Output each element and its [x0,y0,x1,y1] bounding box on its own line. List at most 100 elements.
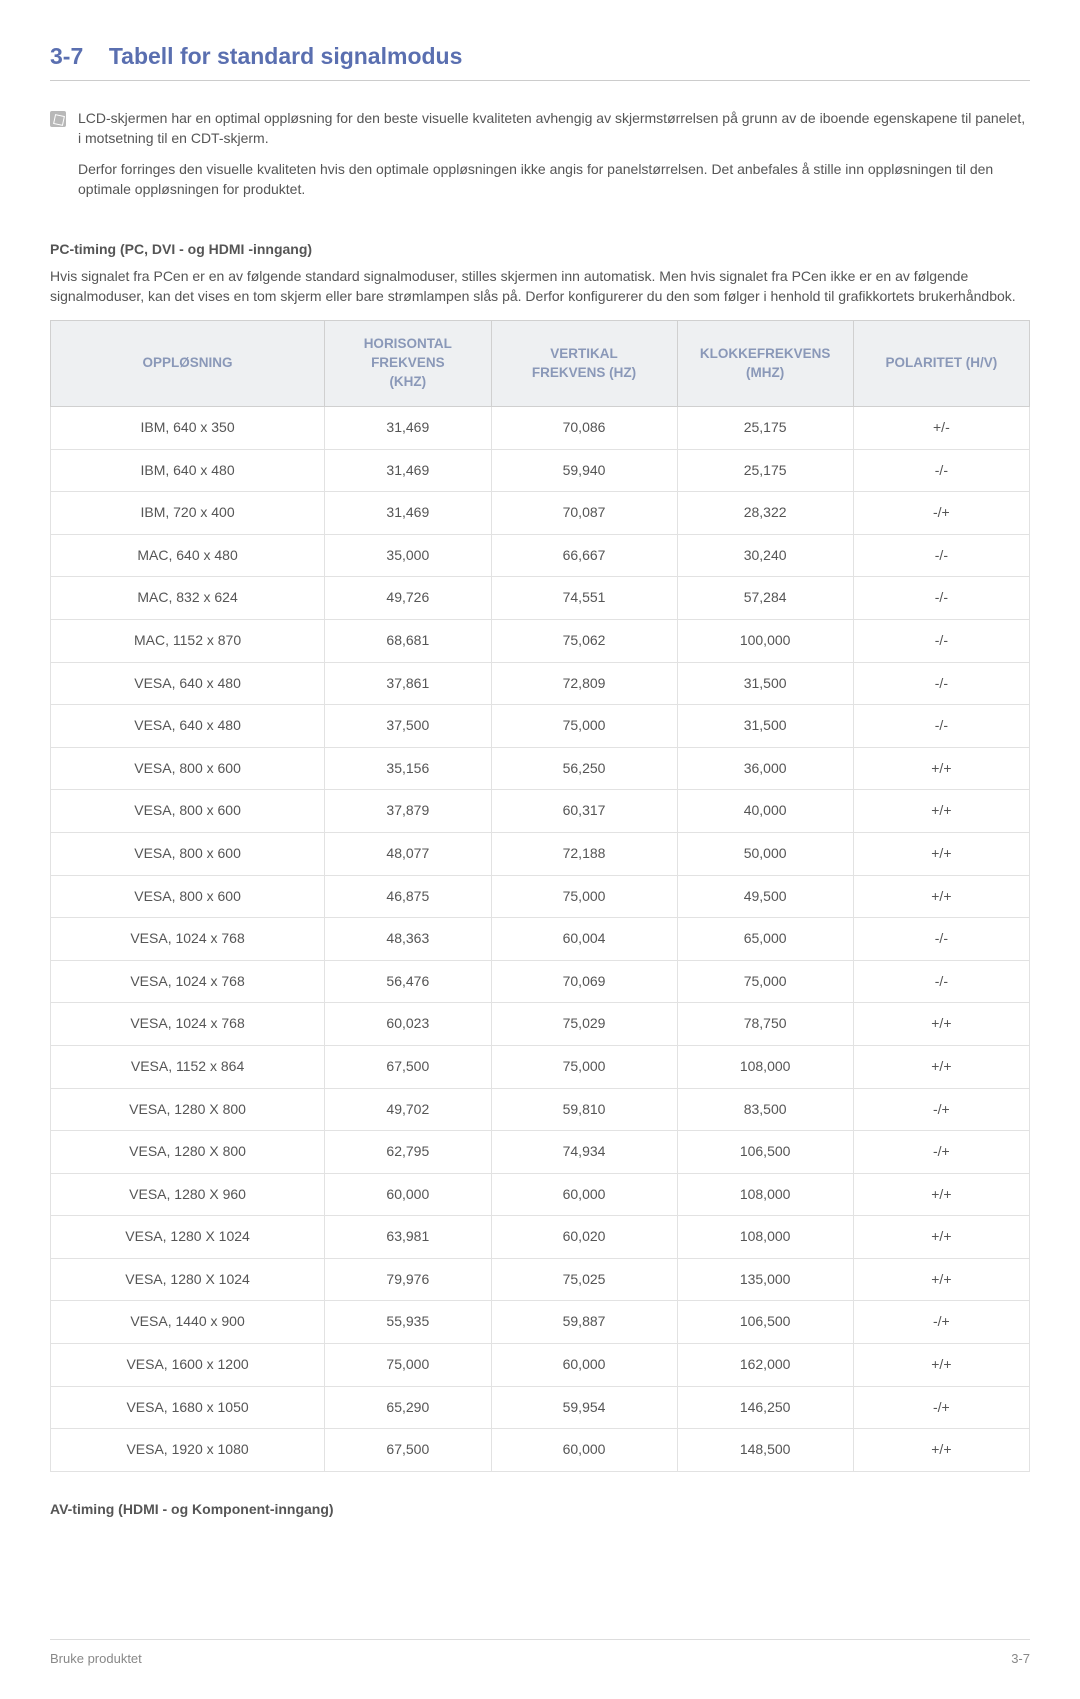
table-cell: 106,500 [677,1301,853,1344]
table-cell: 37,500 [325,705,491,748]
page-footer: Bruke produktet 3-7 [50,1639,1030,1668]
table-cell: +/+ [853,875,1029,918]
table-cell: +/+ [853,1216,1029,1259]
table-cell: -/- [853,662,1029,705]
note-paragraph-2: Derfor forringes den visuelle kvaliteten… [78,160,1030,199]
table-cell: 62,795 [325,1131,491,1174]
table-cell: 108,000 [677,1216,853,1259]
table-cell: VESA, 1280 X 1024 [51,1216,325,1259]
table-cell: +/+ [853,1045,1029,1088]
note-body: LCD-skjermen har en optimal oppløsning f… [78,109,1030,211]
table-cell: 75,000 [325,1344,491,1387]
table-row: VESA, 1440 x 90055,93559,887106,500-/+ [51,1301,1030,1344]
table-cell: 60,000 [491,1429,677,1472]
table-cell: 75,000 [491,875,677,918]
table-cell: 36,000 [677,747,853,790]
table-cell: VESA, 800 x 600 [51,832,325,875]
table-cell: 25,175 [677,449,853,492]
table-cell: VESA, 1024 x 768 [51,918,325,961]
table-cell: 60,023 [325,1003,491,1046]
table-cell: 74,934 [491,1131,677,1174]
pc-timing-subhead: PC-timing (PC, DVI - og HDMI -inngang) [50,240,1030,260]
table-cell: 78,750 [677,1003,853,1046]
table-cell: 75,000 [491,1045,677,1088]
table-cell: VESA, 1280 X 1024 [51,1258,325,1301]
table-cell: 148,500 [677,1429,853,1472]
table-cell: 72,809 [491,662,677,705]
table-cell: 59,810 [491,1088,677,1131]
table-cell: VESA, 1600 x 1200 [51,1344,325,1387]
table-cell: +/+ [853,1344,1029,1387]
table-row: VESA, 1152 x 86467,50075,000108,000+/+ [51,1045,1030,1088]
table-cell: VESA, 1024 x 768 [51,1003,325,1046]
table-cell: -/- [853,619,1029,662]
table-cell: IBM, 640 x 350 [51,407,325,450]
table-cell: -/+ [853,1131,1029,1174]
table-cell: 67,500 [325,1429,491,1472]
table-cell: 59,954 [491,1386,677,1429]
table-cell: VESA, 800 x 600 [51,875,325,918]
table-cell: IBM, 640 x 480 [51,449,325,492]
table-row: VESA, 640 x 48037,50075,00031,500-/- [51,705,1030,748]
table-row: VESA, 1920 x 108067,50060,000148,500+/+ [51,1429,1030,1472]
section-heading: 3-7 Tabell for standard signalmodus [50,40,1030,81]
column-header: OPPLØSNING [51,321,325,407]
table-cell: 55,935 [325,1301,491,1344]
table-cell: -/- [853,960,1029,1003]
table-cell: 59,887 [491,1301,677,1344]
table-cell: 70,087 [491,492,677,535]
table-row: VESA, 800 x 60048,07772,18850,000+/+ [51,832,1030,875]
table-cell: 60,000 [491,1344,677,1387]
table-cell: 31,469 [325,492,491,535]
table-cell: 75,025 [491,1258,677,1301]
table-cell: VESA, 800 x 600 [51,790,325,833]
table-cell: 66,667 [491,534,677,577]
table-cell: 31,500 [677,705,853,748]
table-row: VESA, 1680 x 105065,29059,954146,250-/+ [51,1386,1030,1429]
table-cell: 75,000 [491,705,677,748]
table-cell: IBM, 720 x 400 [51,492,325,535]
table-cell: 49,702 [325,1088,491,1131]
table-cell: -/- [853,577,1029,620]
table-cell: 35,156 [325,747,491,790]
table-cell: MAC, 640 x 480 [51,534,325,577]
table-cell: MAC, 1152 x 870 [51,619,325,662]
note-icon [50,111,66,127]
table-cell: 31,500 [677,662,853,705]
table-body: IBM, 640 x 35031,46970,08625,175+/-IBM, … [51,407,1030,1472]
table-cell: +/+ [853,1258,1029,1301]
table-cell: +/+ [853,1173,1029,1216]
av-timing-subhead: AV-timing (HDMI - og Komponent-inngang) [50,1500,1030,1520]
table-cell: VESA, 1680 x 1050 [51,1386,325,1429]
table-cell: 65,000 [677,918,853,961]
table-cell: VESA, 1280 X 800 [51,1131,325,1174]
table-row: VESA, 1024 x 76860,02375,02978,750+/+ [51,1003,1030,1046]
table-cell: 106,500 [677,1131,853,1174]
table-cell: 25,175 [677,407,853,450]
table-cell: 60,000 [491,1173,677,1216]
table-row: VESA, 1600 x 120075,00060,000162,000+/+ [51,1344,1030,1387]
table-cell: 37,861 [325,662,491,705]
table-cell: 65,290 [325,1386,491,1429]
table-cell: MAC, 832 x 624 [51,577,325,620]
table-cell: 100,000 [677,619,853,662]
table-cell: -/- [853,918,1029,961]
table-cell: 72,188 [491,832,677,875]
pc-timing-intro: Hvis signalet fra PCen er en av følgende… [50,267,1030,306]
table-cell: 46,875 [325,875,491,918]
table-cell: 48,363 [325,918,491,961]
table-cell: VESA, 640 x 480 [51,705,325,748]
table-cell: 108,000 [677,1045,853,1088]
table-cell: 28,322 [677,492,853,535]
table-cell: 70,086 [491,407,677,450]
table-row: VESA, 800 x 60037,87960,31740,000+/+ [51,790,1030,833]
section-number: 3-7 [50,43,83,69]
table-cell: VESA, 1280 X 960 [51,1173,325,1216]
table-row: VESA, 1280 X 102479,97675,025135,000+/+ [51,1258,1030,1301]
table-cell: 75,029 [491,1003,677,1046]
table-row: VESA, 1024 x 76848,36360,00465,000-/- [51,918,1030,961]
column-header: VERTIKALFREKVENS (HZ) [491,321,677,407]
table-cell: -/+ [853,1386,1029,1429]
table-cell: 79,976 [325,1258,491,1301]
table-cell: 135,000 [677,1258,853,1301]
